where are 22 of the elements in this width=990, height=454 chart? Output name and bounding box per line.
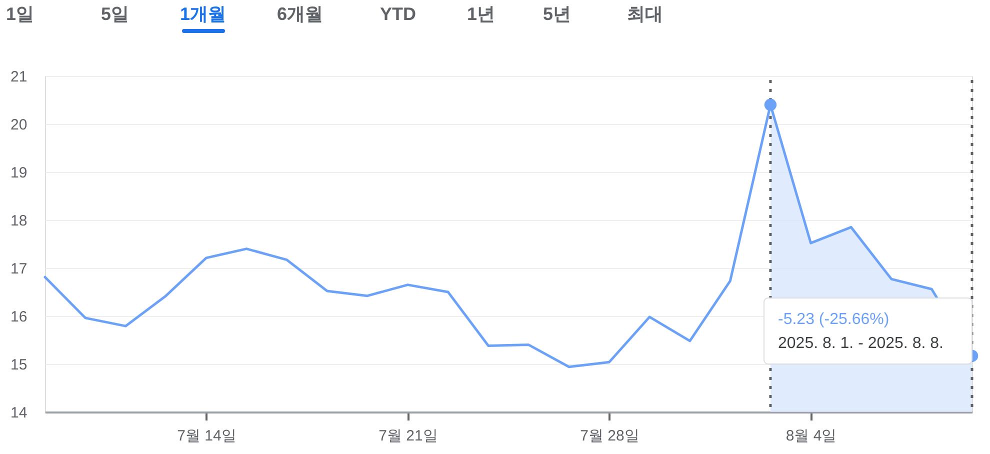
text: 1년 — [466, 4, 496, 24]
annotation: -5.23 (-25.66%) — [778, 311, 890, 328]
text: 1일 — [6, 4, 34, 24]
y-tick-label: 16 — [10, 308, 28, 326]
x-tick-label: 7월 14일 — [177, 428, 236, 444]
y-tick-label: 17 — [10, 260, 28, 278]
y-tick-label: 15 — [10, 356, 28, 374]
x-tick-label: 8월 4일 — [786, 428, 837, 444]
annotation: 2025. 8. 1. - 2025. 8. 8. — [778, 335, 944, 352]
text: 1개월 — [180, 4, 226, 24]
text: 5년 — [542, 4, 572, 24]
y-tick-label: 18 — [10, 212, 28, 230]
y-tick-label: 20 — [10, 116, 28, 134]
x-tick-label: 7월 21일 — [378, 428, 438, 444]
y-tick-label: 14 — [10, 404, 28, 422]
x-tick-label: 7월 28일 — [580, 428, 640, 444]
y-tick-label: 19 — [10, 164, 28, 182]
text: YTD — [380, 4, 416, 24]
text: 최대 — [627, 4, 663, 24]
text: 5일 — [100, 4, 130, 24]
y-tick-label: 21 — [10, 68, 28, 86]
text: 6개월 — [276, 4, 324, 24]
